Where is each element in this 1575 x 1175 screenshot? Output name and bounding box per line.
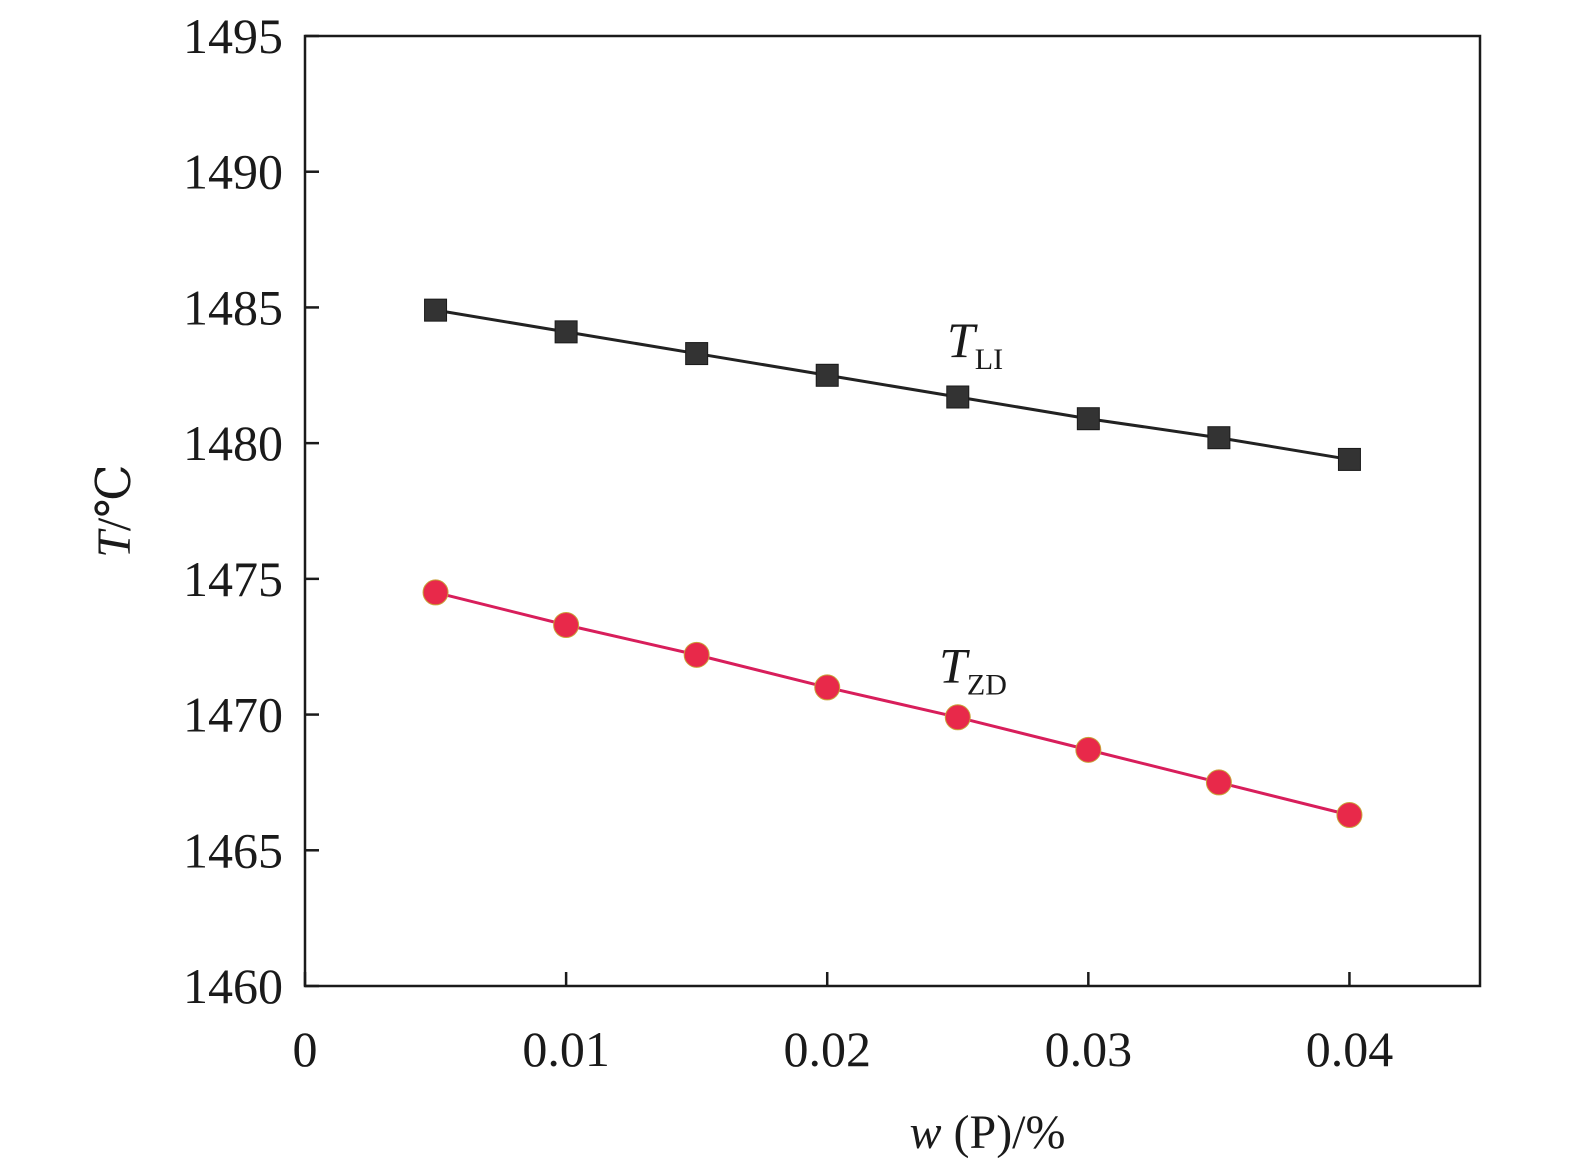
y-tick-label: 1460 (183, 958, 283, 1014)
data-point (424, 298, 448, 322)
series-label-main: T (947, 312, 978, 368)
y-tick-label: 1485 (183, 279, 283, 335)
series-TLI (424, 298, 1361, 471)
data-point (554, 320, 578, 344)
data-point (1076, 407, 1100, 431)
y-axis-title: T/℃ (88, 464, 141, 558)
data-point (815, 363, 839, 387)
data-point (946, 385, 970, 409)
y-tick-label: 1495 (183, 8, 283, 64)
series-TZD (422, 579, 1363, 828)
x-tick-label: 0.03 (1045, 1021, 1133, 1077)
x-tick-label: 0.04 (1306, 1021, 1394, 1077)
data-point (685, 342, 709, 366)
data-point (1075, 736, 1102, 763)
axes: 0 0.01 0.02 0.03 0.04 1460 1465 1470 1475 1480 148… (183, 8, 1482, 1077)
y-tick-label: 1480 (183, 415, 283, 471)
y-axis-unit: /℃ (88, 464, 141, 531)
series-label-main: T (939, 637, 970, 693)
x-axis-title: w (P)/% (910, 1106, 1066, 1159)
y-axis-var: T (88, 528, 141, 558)
x-tick-label: 0 (293, 1021, 318, 1077)
y-tick-label: 1490 (183, 144, 283, 200)
series-label-TZD: TZD (939, 637, 1007, 701)
x-axis-unit: (P)/% (942, 1106, 1066, 1159)
series-label-sub: LI (975, 343, 1003, 376)
data-point (944, 704, 971, 731)
x-tick-label: 0.02 (783, 1021, 871, 1077)
x-axis-var: w (910, 1106, 942, 1159)
data-point (1337, 447, 1361, 471)
x-tick-label: 0.01 (522, 1021, 610, 1077)
series-label-sub: ZD (967, 668, 1007, 701)
data-point (1205, 769, 1232, 796)
series-label-TLI: TLI (947, 312, 1003, 376)
data-point (683, 641, 710, 668)
data-point (553, 612, 580, 638)
y-tick-label: 1475 (183, 551, 283, 607)
data-point (1207, 426, 1231, 450)
plot-frame (303, 34, 1482, 988)
data-point (814, 674, 841, 701)
y-tick-label: 1465 (183, 822, 283, 878)
series-line (435, 308, 1350, 461)
y-tick-label: 1470 (183, 687, 283, 743)
data-point (422, 579, 449, 606)
series-layer (422, 298, 1363, 828)
data-point (1336, 802, 1363, 828)
series-line (435, 590, 1350, 817)
